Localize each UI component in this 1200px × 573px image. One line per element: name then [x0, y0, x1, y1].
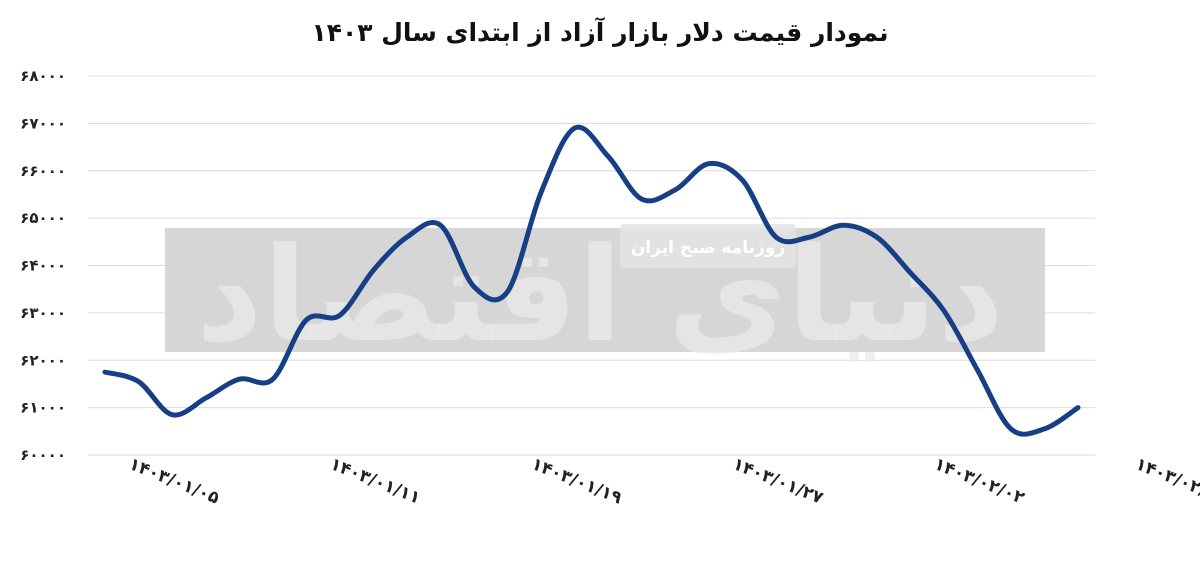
x-tick-label: ۱۴۰۳/۰۱/۲۷ — [730, 454, 827, 509]
x-tick-label: ۱۴۰۳/۰۱/۰۵ — [126, 454, 222, 508]
watermark-logo-text: دنیای اقتصاد — [196, 219, 1004, 371]
data-point — [170, 413, 174, 417]
data-point — [1042, 427, 1046, 431]
chart-title: نمودار قیمت دلار بازار آزاد از ابتدای سا… — [311, 18, 889, 47]
data-point — [774, 235, 778, 239]
data-point — [1076, 405, 1080, 409]
y-tick-label: ۶۲۰۰۰ — [20, 351, 66, 369]
data-point — [304, 318, 308, 322]
y-axis-ticks: ۶۰۰۰۰ ۶۱۰۰۰ ۶۲۰۰۰ ۶۳۰۰۰ ۶۴۰۰۰ ۶۵۰۰۰ ۶۶۰۰۰ ۶۷۰۰۰… — [20, 67, 66, 464]
x-tick-label: ۱۴۰۳/۰۱/۱۱ — [327, 454, 423, 508]
watermark-band — [165, 228, 1045, 352]
data-point — [942, 308, 946, 312]
y-tick-label: ۶۴۰۰۰ — [20, 257, 66, 275]
data-point — [237, 377, 241, 381]
data-point — [908, 270, 912, 274]
data-point — [505, 289, 509, 293]
y-tick-label: ۶۰۰۰۰ — [20, 446, 66, 464]
data-point — [371, 268, 375, 272]
data-point — [539, 190, 543, 194]
y-tick-label: ۶۳۰۰۰ — [20, 304, 66, 322]
y-tick-label: ۶۱۰۰۰ — [20, 399, 66, 417]
data-point — [438, 223, 442, 227]
series-layer — [102, 124, 1081, 437]
data-point — [103, 370, 107, 374]
watermark: دنیای اقتصاد روزنامه صبح ایران — [165, 219, 1045, 371]
data-point — [841, 223, 845, 227]
watermark-label: روزنامه صبح ایران — [631, 238, 785, 258]
y-tick-label: ۶۷۰۰۰ — [20, 114, 66, 132]
data-point — [606, 154, 610, 158]
x-tick-label: ۱۴۰۳/۰۱/۱۹ — [529, 454, 626, 509]
data-point — [673, 188, 677, 192]
data-point — [338, 313, 342, 317]
data-point — [975, 368, 979, 372]
data-point — [707, 161, 711, 165]
data-point — [874, 235, 878, 239]
x-tick-label: ۱۴۰۳/۰۲/۰۸ — [1133, 454, 1200, 509]
data-point — [271, 377, 275, 381]
data-point — [472, 285, 476, 289]
price-line — [102, 124, 1081, 437]
data-point — [740, 178, 744, 182]
data-point — [203, 396, 207, 400]
y-tick-label: ۶۶۰۰۰ — [20, 162, 66, 180]
y-tick-label: ۶۸۰۰۰ — [20, 67, 66, 85]
x-tick-label: ۱۴۰۳/۰۲/۰۲ — [931, 454, 1028, 509]
data-point — [573, 126, 577, 130]
y-tick-label: ۶۵۰۰۰ — [20, 209, 66, 227]
watermark-label-box — [620, 224, 796, 268]
x-axis-ticks: ۱۴۰۳/۰۱/۰۵ ۱۴۰۳/۰۱/۱۱ ۱۴۰۳/۰۱/۱۹ ۱۴۰۳/۰۱/۲۷… — [126, 454, 1200, 509]
data-point — [405, 235, 409, 239]
data-point — [807, 235, 811, 239]
data-point — [1009, 427, 1013, 431]
data-point — [136, 379, 140, 383]
data-point — [640, 197, 644, 201]
